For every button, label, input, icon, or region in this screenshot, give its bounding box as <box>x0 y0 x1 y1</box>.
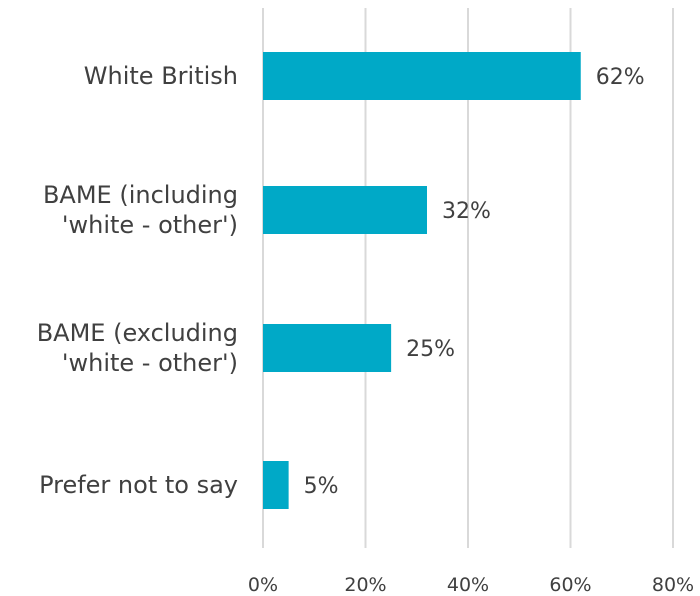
category-label: White British <box>84 62 238 90</box>
bar <box>263 324 392 372</box>
x-tick-label: 60% <box>549 574 591 596</box>
x-tick-label: 0% <box>248 574 278 596</box>
bars <box>263 52 581 509</box>
category-label-line: White British <box>84 62 238 90</box>
data-label: 5% <box>304 474 339 499</box>
data-label: 62% <box>596 65 645 90</box>
category-label-line: BAME (excluding <box>37 319 238 347</box>
x-tick-label: 20% <box>344 574 386 596</box>
data-label: 32% <box>442 199 491 224</box>
category-label-line: 'white - other') <box>62 211 238 239</box>
bar <box>263 461 289 509</box>
x-tick-label: 40% <box>447 574 489 596</box>
data-labels: 62% 32% 25% 5% <box>304 65 645 499</box>
category-label-line: Prefer not to say <box>39 471 238 499</box>
bar <box>263 52 581 100</box>
category-label: BAME (excluding'white - other') <box>37 319 238 377</box>
category-label: BAME (including'white - other') <box>43 181 238 239</box>
category-label-line: 'white - other') <box>62 349 238 377</box>
category-label: Prefer not to say <box>39 471 238 499</box>
data-label: 25% <box>406 337 455 362</box>
category-label-line: BAME (including <box>43 181 238 209</box>
x-tick-label: 80% <box>652 574 694 596</box>
bar <box>263 186 427 234</box>
x-axis-ticks: 0% 20% 40% 60% 80% <box>248 574 694 596</box>
